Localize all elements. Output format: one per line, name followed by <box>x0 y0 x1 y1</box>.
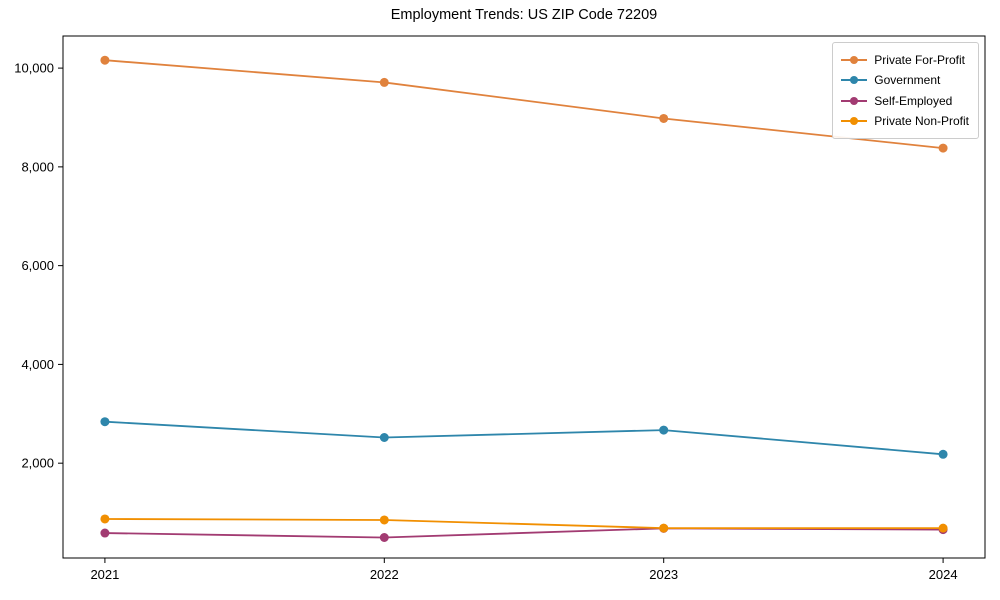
data-point-government-2021 <box>100 417 110 427</box>
y-tick-label: 2,000 <box>21 456 54 471</box>
legend-item-government: Government <box>841 70 969 90</box>
legend-line-marker-icon <box>841 56 868 65</box>
chart-title: Employment Trends: US ZIP Code 72209 <box>390 7 658 23</box>
legend-line-marker-icon <box>841 96 868 105</box>
data-point-government-2022 <box>379 433 389 443</box>
data-point-self-employed-2022 <box>379 533 389 543</box>
data-point-private-for-profit-2023 <box>659 113 669 123</box>
legend-item-private-for-profit: Private For-Profit <box>841 50 969 70</box>
x-tick-label: 2022 <box>370 567 399 582</box>
legend-label: Government <box>874 73 941 88</box>
legend-line-marker-icon <box>841 116 868 125</box>
legend-label: Self-Employed <box>874 93 953 108</box>
series-line-private-non-profit <box>104 518 944 530</box>
series-line-self-employed <box>104 527 944 539</box>
legend-label: Private Non-Profit <box>874 113 969 128</box>
x-tick-label: 2023 <box>649 567 678 582</box>
y-tick-label: 4,000 <box>21 357 54 372</box>
x-tick-label: 2021 <box>90 567 119 582</box>
legend-label: Private For-Profit <box>874 53 965 68</box>
data-point-self-employed-2021 <box>100 528 110 538</box>
series-line-private-for-profit <box>104 59 944 150</box>
y-tick-label: 8,000 <box>21 159 54 174</box>
legend-line-marker-icon <box>841 76 868 85</box>
data-point-government-2023 <box>659 425 669 435</box>
data-point-government-2024 <box>938 449 948 459</box>
chart-legend: Private For-Profit Government Self-Emplo… <box>832 42 979 139</box>
data-point-private-non-profit-2022 <box>379 515 389 525</box>
x-tick-label: 2024 <box>929 567 958 582</box>
legend-item-self-employed: Self-Employed <box>841 91 969 111</box>
data-point-private-for-profit-2022 <box>379 77 389 87</box>
data-point-private-non-profit-2023 <box>659 523 669 533</box>
data-point-private-for-profit-2024 <box>938 143 948 153</box>
data-point-private-non-profit-2021 <box>100 514 110 524</box>
y-tick-label: 6,000 <box>21 258 54 273</box>
legend-item-private-non-profit: Private Non-Profit <box>841 111 969 131</box>
data-point-private-non-profit-2024 <box>938 523 948 533</box>
data-point-private-for-profit-2021 <box>100 55 110 65</box>
y-tick-label: 10,000 <box>14 61 54 76</box>
series-line-government <box>104 420 944 456</box>
axes-frame <box>62 35 986 559</box>
